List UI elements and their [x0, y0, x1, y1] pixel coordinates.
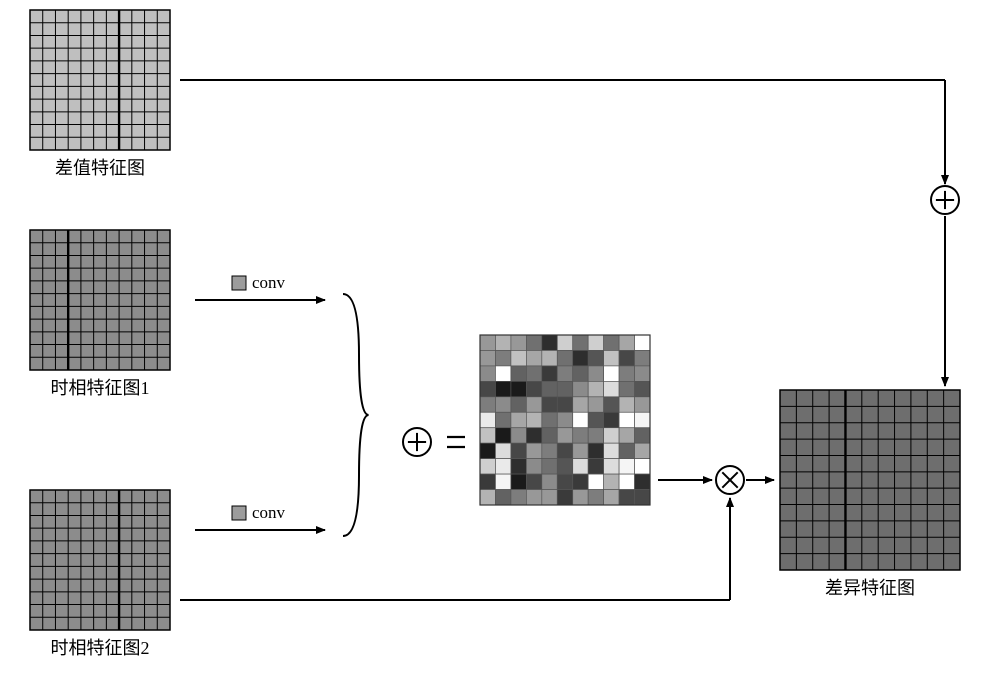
diagram-canvas: 差值特征图时相特征图1 时相特征图2 差异特征图 conv conv — [0, 0, 1000, 695]
attention-noise-map — [480, 335, 650, 505]
temporal-feature-map-2 — [30, 490, 170, 630]
conv-arrow-2-swatch — [232, 506, 246, 520]
operator-times — [716, 466, 744, 494]
conv-arrow-1-swatch — [232, 276, 246, 290]
operator-plus-top — [931, 186, 959, 214]
label-difference-map: 差异特征图 — [825, 578, 915, 598]
temporal-feature-map-1 — [30, 230, 170, 370]
difference-feature-map — [780, 390, 960, 570]
operator-plus-mid — [403, 428, 431, 456]
label-temporal-map-2: 时相特征图2 — [51, 638, 150, 658]
conv-arrow-1-label: conv — [252, 273, 286, 292]
label-diff-value-map: 差值特征图 — [55, 158, 145, 178]
diff-value-feature-map — [30, 10, 170, 150]
conv-arrow-2-label: conv — [252, 503, 286, 522]
label-temporal-map-1: 时相特征图1 — [51, 378, 150, 398]
brace — [343, 294, 369, 536]
